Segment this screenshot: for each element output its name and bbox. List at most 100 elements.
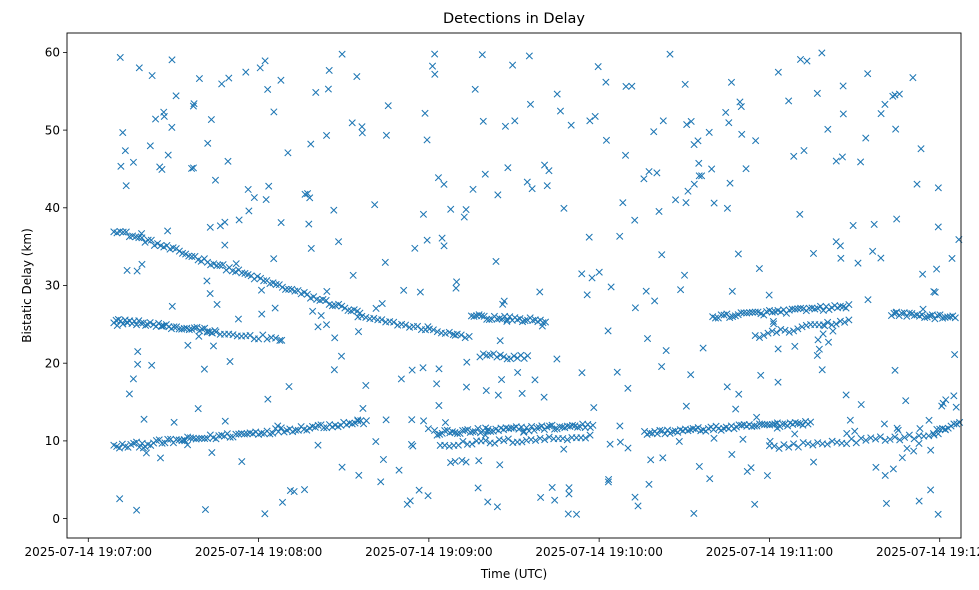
data-point-track-lower-ascending xyxy=(533,424,541,432)
data-point-scattered-detections xyxy=(330,206,338,214)
data-point-track-lower-ascending xyxy=(235,430,243,438)
data-point-track-lower-ascending xyxy=(164,435,172,443)
data-point-scattered-detections xyxy=(481,170,489,178)
data-point-track-lower-ascending xyxy=(789,440,798,448)
data-point-scattered-detections xyxy=(218,80,226,88)
data-point-scattered-detections xyxy=(726,179,734,187)
data-point-scattered-detections xyxy=(602,78,610,86)
data-point-track-mid-25km xyxy=(510,352,518,360)
data-point-scattered-detections xyxy=(338,50,346,58)
data-point-track-mid-25km xyxy=(478,312,486,320)
data-point-scattered-detections xyxy=(384,102,392,110)
data-point-scattered-detections xyxy=(265,182,273,190)
data-point-track-lower-ascending xyxy=(886,435,894,443)
data-point-scattered-detections xyxy=(358,123,366,131)
data-point-scattered-detections xyxy=(206,223,214,231)
data-point-track-lower-ascending xyxy=(201,434,209,443)
data-point-scattered-detections xyxy=(588,274,596,282)
data-point-scattered-detections xyxy=(531,376,539,384)
data-point-track-descending xyxy=(358,312,366,320)
data-point-scattered-detections xyxy=(203,277,211,285)
data-point-scattered-detections xyxy=(583,291,591,299)
data-point-scattered-detections xyxy=(862,134,870,142)
data-point-scattered-detections xyxy=(755,265,763,273)
data-point-scattered-detections xyxy=(435,365,443,373)
data-point-scattered-detections xyxy=(440,242,448,250)
data-point-track-lower-ascending xyxy=(823,440,831,448)
data-point-track-lower-ascending xyxy=(172,435,180,444)
data-point-scattered-detections xyxy=(397,375,405,383)
data-point-scattered-detections xyxy=(447,458,455,467)
data-point-track-lower-ascending xyxy=(563,436,571,444)
data-point-scattered-detections xyxy=(642,287,650,295)
data-point-scattered-detections xyxy=(372,437,380,446)
data-point-track-lower-ascending xyxy=(192,435,200,443)
data-point-track-mid-25km xyxy=(768,308,776,316)
data-point-track-mid-25km xyxy=(798,323,806,331)
data-point-track-lower-ascending xyxy=(459,437,467,445)
data-point-track-mid-25km xyxy=(845,316,853,324)
data-point-track-lower-ascending xyxy=(362,417,370,425)
data-point-track-lower-ascending xyxy=(198,434,206,442)
data-point-scattered-detections xyxy=(540,161,549,169)
data-point-track-lower-ascending xyxy=(804,440,812,448)
data-point-scattered-detections xyxy=(261,57,269,65)
data-point-track-lower-ascending xyxy=(775,444,783,453)
data-point-track-lower-ascending xyxy=(646,429,654,437)
data-point-track-mid-25km xyxy=(500,353,508,361)
data-point-scattered-detections xyxy=(395,466,403,474)
data-point-scattered-detections xyxy=(180,435,188,444)
data-point-scattered-detections xyxy=(258,310,266,318)
data-point-scattered-detections xyxy=(312,88,320,96)
data-point-scattered-detections xyxy=(323,287,331,295)
data-point-scattered-detections xyxy=(211,176,220,184)
data-point-scattered-detections xyxy=(125,390,133,398)
data-point-track-lower-ascending xyxy=(433,431,441,439)
data-point-scattered-detections xyxy=(221,218,229,226)
data-point-scattered-detections xyxy=(113,322,121,330)
data-point-scattered-detections xyxy=(195,74,203,83)
data-point-track-lower-ascending xyxy=(320,424,328,432)
data-point-scattered-detections xyxy=(877,110,885,118)
data-point-track-lower-ascending xyxy=(518,438,526,446)
data-point-track-mid-25km xyxy=(157,322,165,330)
data-point-track-lower-ascending xyxy=(314,421,322,429)
data-point-scattered-detections xyxy=(496,461,504,469)
data-point-scattered-detections xyxy=(774,68,782,76)
data-point-scattered-detections xyxy=(245,207,253,215)
data-point-track-descending xyxy=(144,236,152,244)
data-point-track-mid-25km xyxy=(764,329,772,337)
data-point-track-descending xyxy=(429,326,437,334)
data-point-scattered-detections xyxy=(934,223,942,231)
data-point-scattered-detections xyxy=(934,184,942,192)
data-point-scattered-detections xyxy=(411,244,419,252)
data-point-scattered-detections xyxy=(514,368,522,377)
data-point-track-mid-25km xyxy=(755,334,764,342)
data-point-track-descending xyxy=(322,296,330,305)
data-point-scattered-detections xyxy=(421,109,429,117)
data-point-track-lower-ascending xyxy=(750,422,758,430)
data-point-scattered-detections xyxy=(424,492,432,500)
data-point-scattered-detections xyxy=(815,345,823,353)
data-point-track-mid-25km xyxy=(898,309,906,317)
data-point-scattered-detections xyxy=(195,332,203,340)
data-point-scattered-detections xyxy=(723,204,732,212)
data-point-scattered-detections xyxy=(880,420,888,428)
data-point-scattered-detections xyxy=(680,271,689,279)
data-point-scattered-detections xyxy=(743,467,751,476)
x-tick-label: 2025-07-14 19:07:00 xyxy=(25,545,152,559)
data-point-scattered-detections xyxy=(419,210,428,218)
data-point-scattered-detections xyxy=(463,358,471,366)
data-point-track-lower-ascending xyxy=(294,426,302,434)
data-point-scattered-detections xyxy=(877,254,885,262)
data-point-track-lower-ascending xyxy=(115,444,124,452)
data-point-scattered-detections xyxy=(435,401,443,410)
data-point-scattered-detections xyxy=(538,322,546,330)
data-point-scattered-detections xyxy=(913,180,921,188)
data-point-track-lower-ascending xyxy=(274,428,283,436)
data-point-scattered-detections xyxy=(849,221,857,230)
data-point-scattered-detections xyxy=(213,300,221,309)
data-point-track-lower-ascending xyxy=(178,437,186,445)
data-point-track-lower-ascending xyxy=(581,434,590,442)
data-point-scattered-detections xyxy=(545,167,553,175)
